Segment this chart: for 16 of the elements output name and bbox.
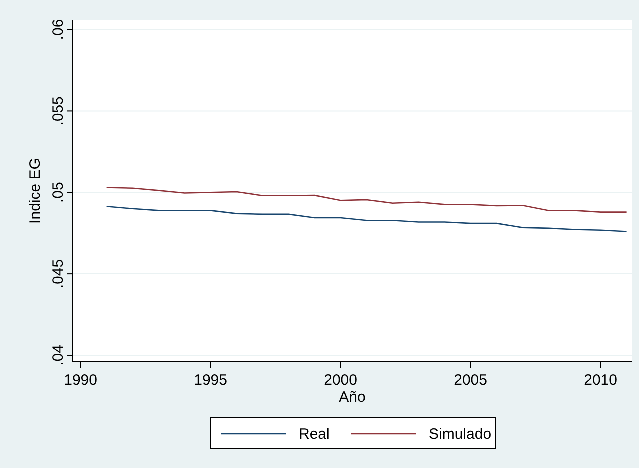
x-tick-label: 1990 [64,372,98,389]
y-tick-label: .05 [50,182,67,204]
x-tick-label: 1995 [194,372,228,389]
y-tick-label: .06 [50,19,67,40]
y-axis-title: Indice EG [27,158,44,224]
x-tick-label: 2010 [584,372,618,389]
x-axis-title: Año [339,389,366,406]
y-tick-label: .04 [50,345,67,366]
y-tick-label: .055 [50,96,67,126]
y-tick-label: .045 [50,259,67,289]
legend-label: Real [299,426,330,443]
line-series [106,206,628,232]
x-tick-label: 2000 [324,372,358,389]
legend-label: Simulado [429,426,492,443]
line-series [106,187,628,213]
x-tick-label: 2005 [454,372,488,389]
